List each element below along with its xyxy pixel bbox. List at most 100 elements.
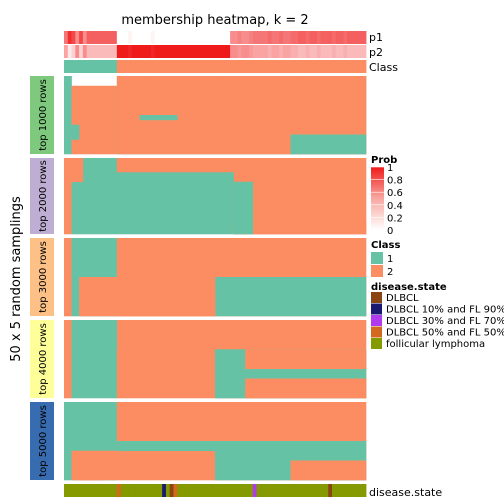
disease-legend-label: DLBCL [386,293,419,304]
class-cell [79,60,84,73]
p2-cell [241,45,246,58]
p2-cell [162,45,167,58]
heatmap-block [116,158,367,173]
disease-cell [222,484,227,497]
p1-cell [211,31,216,44]
p1-cell [124,31,129,44]
heatmap-panel [64,402,367,481]
p1-cell [131,31,137,44]
p1-cell [75,31,80,44]
p1-cell [64,31,69,44]
heatmap-panel [64,238,367,317]
class-cell [335,60,340,73]
p1-cell [358,31,363,44]
class-cell [347,60,352,73]
p2-cell [143,45,148,58]
p2-cell [150,45,155,58]
p2-cell [290,45,295,58]
class-cell [75,60,80,73]
p1-cell [350,31,356,44]
class-cell [139,60,144,73]
heatmap-block [233,181,254,235]
class-cell [309,60,314,73]
heatmap-block [245,349,367,370]
p2-cell [105,45,110,58]
p1-cell [101,31,106,44]
p2-cell [335,45,340,58]
disease-cell [203,484,208,497]
class-cell [290,60,295,73]
disease-cell [86,484,91,497]
p2-cell [245,45,250,58]
class-cell [192,60,197,73]
class-cell [105,60,110,73]
p2-cell [173,45,178,58]
p1-cell [237,31,242,44]
heatmap-block [290,460,367,481]
p2-cell [256,45,261,58]
p1-cell [362,31,367,44]
p2-cell [226,45,231,58]
disease-cell [237,484,242,497]
p2-cell [222,45,227,58]
disease-cell [154,484,159,497]
class-cell [267,60,273,73]
heatmap-block [139,115,178,121]
p2-cell [237,45,242,58]
class-cell [135,60,140,73]
p2-cell [97,45,103,58]
heatmap-block [64,238,72,317]
p2-cell [101,45,106,58]
disease-cell [347,484,352,497]
heatmap-block [64,320,72,399]
p1-cell [94,31,99,44]
p1-cell [113,31,118,44]
class-cell [275,60,280,73]
disease-cell [354,484,359,497]
disease-legend-swatch [371,303,382,315]
p1-cell [354,31,359,44]
p2-cell [154,45,159,58]
class-cell [282,60,288,73]
group-label: top 5000 rows [38,405,49,477]
p2-cell [328,45,333,58]
p1-cell [226,31,231,44]
class-cell [245,60,250,73]
disease-cell [120,484,125,497]
class-cell [271,60,276,73]
disease-cell [64,484,69,497]
class-cell [64,60,69,73]
p1-cell [222,31,227,44]
prob-tick-label: 0.6 [387,188,403,199]
p1-cell [196,31,201,44]
p1-cell [230,31,235,44]
p2-cell [211,45,216,58]
class-cell [237,60,242,73]
p2-cell [64,45,69,58]
class-cell [294,60,299,73]
heatmap-block [116,277,216,317]
p2-cell [347,45,352,58]
p2-cell [158,45,163,58]
p2-cell [165,45,171,58]
disease-cell [82,484,88,497]
p2-cell [305,45,310,58]
p1-cell [245,31,250,44]
disease-cell [109,484,114,497]
p1-row-label: p1 [369,31,383,44]
disease-cell [226,484,231,497]
p1-cell [79,31,84,44]
disease-cell [298,484,303,497]
disease-cell [316,484,322,497]
disease-cell [128,484,133,497]
class-cell [150,60,155,73]
class-cell [173,60,178,73]
class-cell [354,60,359,73]
heatmap-block [233,115,367,126]
disease-cell [90,484,95,497]
p2-cell [320,45,325,58]
p2-cell [350,45,356,58]
p1-cell [192,31,197,44]
class-cell [358,60,363,73]
